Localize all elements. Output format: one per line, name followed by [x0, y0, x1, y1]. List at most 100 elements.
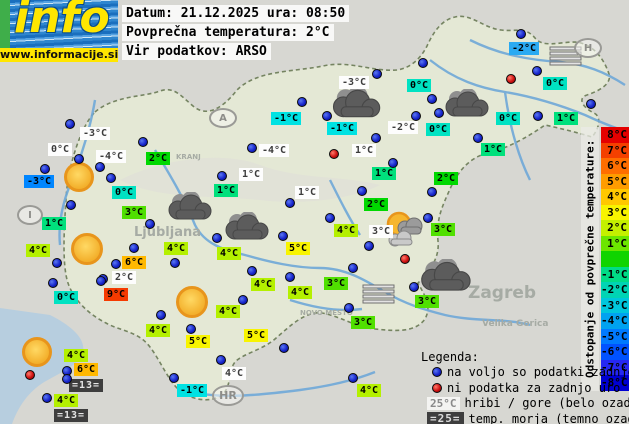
station-dot-blue[interactable]	[418, 58, 428, 68]
station-label: 0°C	[426, 123, 451, 136]
cloud-icon	[164, 191, 216, 226]
station-dot-blue[interactable]	[348, 373, 358, 383]
station-dot-blue[interactable]	[473, 133, 483, 143]
station-dot-blue[interactable]	[325, 213, 335, 223]
station-dot-blue[interactable]	[532, 66, 542, 76]
station-dot-blue[interactable]	[247, 266, 257, 276]
station-label: 0°C	[496, 112, 521, 125]
station-dot-blue[interactable]	[106, 173, 116, 183]
suncloud-icon	[381, 210, 427, 254]
station-dot-blue[interactable]	[533, 111, 543, 121]
site-logo[interactable]: info www.informacije.si	[0, 0, 118, 62]
station-dot-blue[interactable]	[186, 324, 196, 334]
station-dot-blue[interactable]	[279, 343, 289, 353]
station-dot-blue[interactable]	[62, 374, 72, 384]
station-dot-blue[interactable]	[138, 137, 148, 147]
legend-blue-dot-icon	[432, 367, 442, 377]
station-label: 4°C	[222, 367, 247, 380]
station-dot-red[interactable]	[25, 370, 35, 380]
station-dot-blue[interactable]	[278, 231, 288, 241]
station-label: 2°C	[112, 271, 137, 284]
legend-item-label: ni podatka za zadnjo uro	[447, 380, 621, 395]
station-dot-blue[interactable]	[170, 258, 180, 268]
station-dot-blue[interactable]	[65, 119, 75, 129]
station-dot-blue[interactable]	[434, 108, 444, 118]
scale-cell: -7°C	[601, 359, 629, 375]
station-dot-blue[interactable]	[364, 241, 374, 251]
scale-cell: -2°C	[601, 282, 629, 298]
station-label: -1°C	[327, 122, 358, 135]
cloud-icon	[328, 85, 385, 124]
city-label: Ljubljana	[134, 225, 202, 240]
station-dot-blue[interactable]	[388, 158, 398, 168]
country-sign-h: H	[574, 38, 602, 58]
city-label: KRANJ	[176, 153, 201, 161]
station-dot-blue[interactable]	[427, 187, 437, 197]
station-dot-blue[interactable]	[411, 111, 421, 121]
logo-url[interactable]: www.informacije.si	[0, 48, 119, 62]
legend-item-label: temp. morja (temno ozadje)	[468, 411, 629, 424]
legend-white-chip: 25°C	[427, 396, 460, 410]
station-dot-blue[interactable]	[156, 310, 166, 320]
station-dot-blue[interactable]	[129, 243, 139, 253]
station-dot-blue[interactable]	[322, 111, 332, 121]
station-dot-blue[interactable]	[516, 29, 526, 39]
station-dot-blue[interactable]	[348, 263, 358, 273]
station-label: -3°C	[80, 127, 111, 140]
station-dot-blue[interactable]	[423, 213, 433, 223]
station-dot-blue[interactable]	[212, 233, 222, 243]
station-dot-red[interactable]	[329, 149, 339, 159]
station-label: 5°C	[244, 329, 269, 342]
station-label: 0°C	[48, 143, 73, 156]
station-dot-blue[interactable]	[357, 186, 367, 196]
station-dot-blue[interactable]	[40, 164, 50, 174]
logo-green-stripe	[0, 0, 10, 48]
legend-item-label: hribi / gore (belo ozadje)	[464, 396, 629, 410]
station-dot-blue[interactable]	[217, 171, 227, 181]
header-source: Vir podatkov: ARSO	[122, 43, 271, 60]
station-dot-blue[interactable]	[66, 200, 76, 210]
legend-title: Legenda:	[421, 349, 479, 364]
station-dot-blue[interactable]	[95, 162, 105, 172]
station-dot-blue[interactable]	[297, 97, 307, 107]
station-dot-blue[interactable]	[247, 143, 257, 153]
station-dot-blue[interactable]	[238, 295, 248, 305]
station-dot-blue[interactable]	[74, 154, 84, 164]
scale-cell: -3°C	[601, 297, 629, 313]
station-dot-blue[interactable]	[344, 303, 354, 313]
station-label: -1°C	[271, 112, 302, 125]
station-dot-blue[interactable]	[216, 355, 226, 365]
scale-cell: 7°C	[601, 142, 629, 158]
station-dot-blue[interactable]	[371, 133, 381, 143]
station-label: 4°C	[357, 384, 382, 397]
station-label: =13=	[54, 409, 89, 422]
station-dot-red[interactable]	[400, 254, 410, 264]
scale-cell: -1°C	[601, 266, 629, 282]
sun-icon	[71, 233, 103, 265]
station-dot-blue[interactable]	[285, 198, 295, 208]
sun-icon	[22, 337, 52, 367]
station-dot-blue[interactable]	[96, 276, 106, 286]
station-dot-blue[interactable]	[372, 69, 382, 79]
station-dot-blue[interactable]	[427, 94, 437, 104]
logo-wordmark: info	[14, 0, 110, 43]
station-dot-red[interactable]	[506, 74, 516, 84]
scale-cell	[601, 251, 629, 267]
station-dot-blue[interactable]	[48, 278, 58, 288]
station-label: 3°C	[122, 206, 147, 219]
station-dot-blue[interactable]	[111, 259, 121, 269]
city-label: Zagreb	[468, 283, 537, 303]
station-label: 3°C	[369, 225, 394, 238]
station-dot-blue[interactable]	[145, 219, 155, 229]
station-dot-blue[interactable]	[409, 282, 419, 292]
scale-cell: -8°C	[601, 375, 629, 391]
station-dot-blue[interactable]	[586, 99, 596, 109]
station-label: -4°C	[96, 150, 127, 163]
station-label: -2°C	[509, 42, 540, 55]
station-dot-blue[interactable]	[52, 258, 62, 268]
station-dot-blue[interactable]	[285, 272, 295, 282]
station-dot-blue[interactable]	[169, 373, 179, 383]
scale-cell: 1°C	[601, 235, 629, 251]
station-dot-blue[interactable]	[42, 393, 52, 403]
legend: Legenda: na voljo so podatki zadnje ure …	[421, 349, 629, 424]
